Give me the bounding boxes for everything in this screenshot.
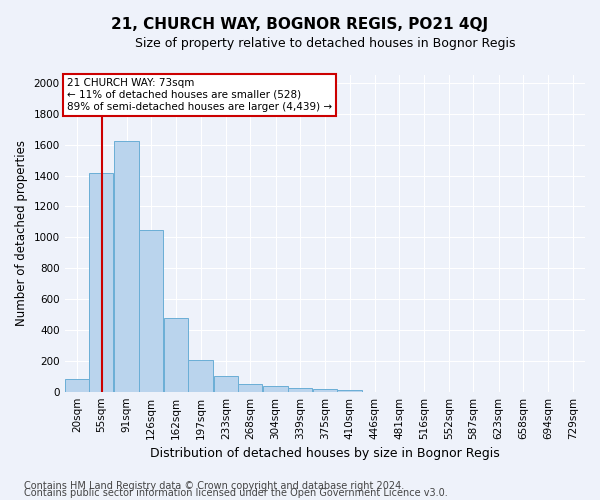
Bar — [188, 360, 212, 392]
Bar — [337, 390, 362, 392]
Bar — [263, 386, 287, 392]
Text: 21 CHURCH WAY: 73sqm
← 11% of detached houses are smaller (528)
89% of semi-deta: 21 CHURCH WAY: 73sqm ← 11% of detached h… — [67, 78, 332, 112]
Bar — [139, 230, 163, 392]
X-axis label: Distribution of detached houses by size in Bognor Regis: Distribution of detached houses by size … — [150, 447, 500, 460]
Bar — [288, 388, 312, 392]
Bar — [238, 384, 262, 392]
Bar — [115, 141, 139, 392]
Bar — [89, 172, 113, 392]
Text: 21, CHURCH WAY, BOGNOR REGIS, PO21 4QJ: 21, CHURCH WAY, BOGNOR REGIS, PO21 4QJ — [112, 18, 488, 32]
Title: Size of property relative to detached houses in Bognor Regis: Size of property relative to detached ho… — [134, 38, 515, 51]
Y-axis label: Number of detached properties: Number of detached properties — [15, 140, 28, 326]
Bar — [214, 376, 238, 392]
Bar — [313, 389, 337, 392]
Text: Contains public sector information licensed under the Open Government Licence v3: Contains public sector information licen… — [24, 488, 448, 498]
Bar — [164, 318, 188, 392]
Text: Contains HM Land Registry data © Crown copyright and database right 2024.: Contains HM Land Registry data © Crown c… — [24, 481, 404, 491]
Bar — [65, 380, 89, 392]
